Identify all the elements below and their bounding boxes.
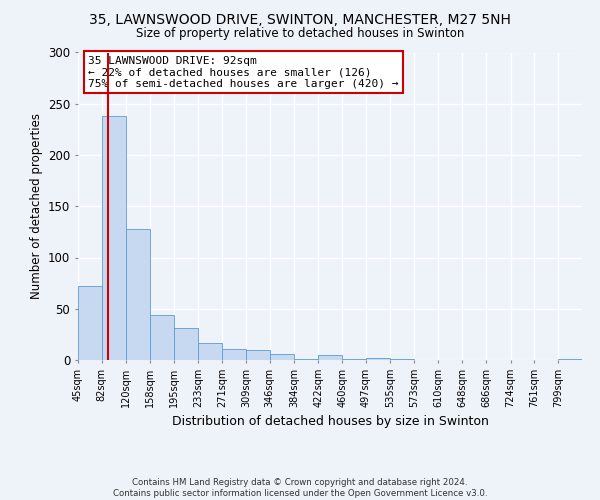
Text: Contains HM Land Registry data © Crown copyright and database right 2024.
Contai: Contains HM Land Registry data © Crown c… [113,478,487,498]
Text: 35, LAWNSWOOD DRIVE, SWINTON, MANCHESTER, M27 5NH: 35, LAWNSWOOD DRIVE, SWINTON, MANCHESTER… [89,12,511,26]
X-axis label: Distribution of detached houses by size in Swinton: Distribution of detached houses by size … [172,416,488,428]
Bar [559,359,582,360]
Bar [198,342,222,360]
Bar [246,350,270,360]
Bar [294,359,318,360]
Bar [270,354,294,360]
Bar [173,328,198,360]
Text: 35 LAWNSWOOD DRIVE: 92sqm
← 22% of detached houses are smaller (126)
75% of semi: 35 LAWNSWOOD DRIVE: 92sqm ← 22% of detac… [88,56,398,89]
Bar [78,286,101,360]
Bar [101,116,126,360]
Bar [318,355,343,360]
Y-axis label: Number of detached properties: Number of detached properties [29,114,43,299]
Text: Size of property relative to detached houses in Swinton: Size of property relative to detached ho… [136,28,464,40]
Bar [222,348,246,360]
Bar [150,315,173,360]
Bar [126,229,150,360]
Bar [366,358,390,360]
Bar [390,359,415,360]
Bar [343,359,366,360]
